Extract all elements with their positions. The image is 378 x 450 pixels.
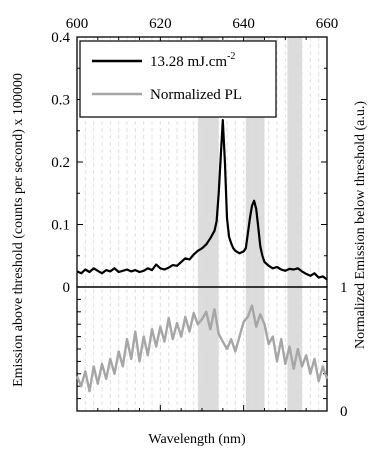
x-axis-title: Wavelength (nm) bbox=[148, 432, 246, 447]
legend-label-fluence-main: 13.28 mJ.cm bbox=[150, 54, 227, 70]
legend-label-fluence: 13.28 mJ.cm-2 bbox=[150, 51, 235, 70]
y-left-tick-label-0: 0 bbox=[63, 280, 71, 296]
tick-labels: 600 620 640 660 0 0.1 0.2 0.3 0.4 0 1 bbox=[51, 16, 347, 420]
y-left-tick-label-1: 0.1 bbox=[51, 218, 70, 234]
legend: 13.28 mJ.cm-2 Normalized PL bbox=[79, 40, 277, 118]
y-left-tick-label-2: 0.2 bbox=[51, 155, 70, 171]
legend-label-pl: Normalized PL bbox=[150, 87, 242, 103]
axis-ticks bbox=[76, 36, 328, 411]
legend-box bbox=[79, 40, 277, 118]
y-right-axis-title: Normalized Emission below threshold (a.u… bbox=[353, 101, 368, 349]
legend-label-fluence-sup: -2 bbox=[227, 51, 235, 62]
y-right-tick-label-0: 0 bbox=[340, 404, 348, 420]
y-right-tick-label-1: 1 bbox=[340, 280, 348, 296]
x-tick-label-600: 600 bbox=[66, 16, 89, 32]
y-left-tick-label-4: 0.4 bbox=[51, 30, 70, 46]
x-tick-label-620: 620 bbox=[149, 16, 172, 32]
x-tick-label-660: 660 bbox=[316, 16, 339, 32]
series-line-normalized-pl bbox=[75, 304, 329, 393]
x-tick-label-640: 640 bbox=[232, 16, 255, 32]
y-left-tick-label-3: 0.3 bbox=[51, 93, 70, 109]
series-line-fluence bbox=[76, 118, 328, 281]
shaded-band-2 bbox=[287, 37, 302, 411]
y-left-axis-title: Emission above threshold (counts per sec… bbox=[11, 73, 26, 387]
series-lines bbox=[75, 118, 329, 393]
